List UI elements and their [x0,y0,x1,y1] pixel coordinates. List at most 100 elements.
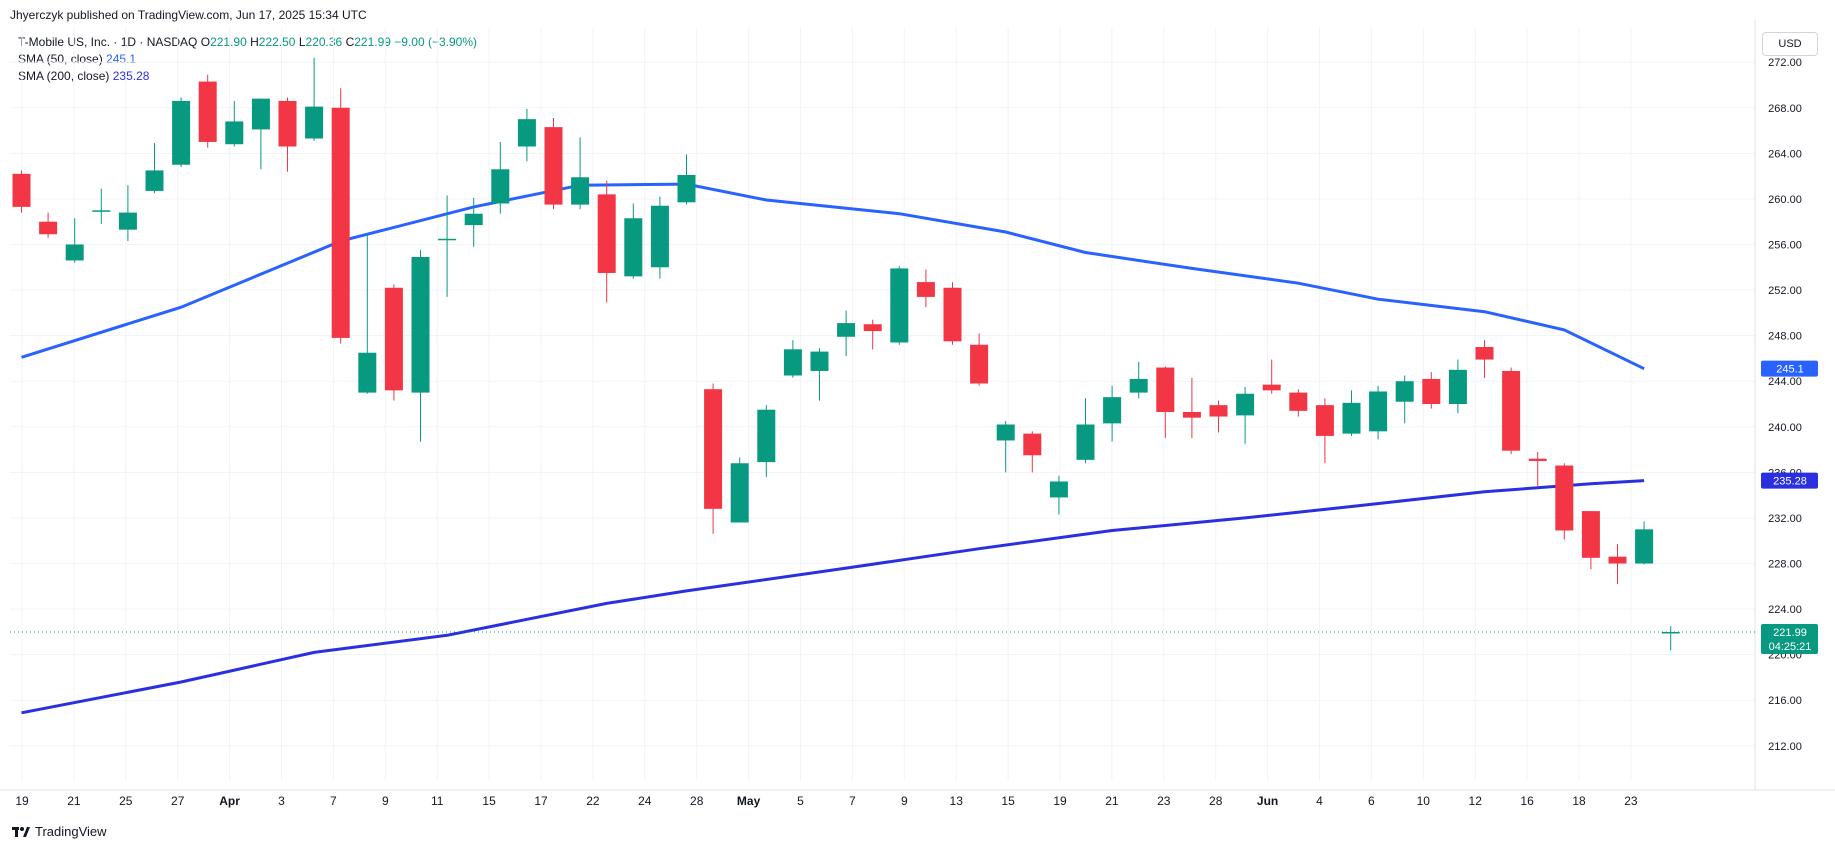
candle-body [916,282,935,297]
candle-body [597,194,616,273]
y-tick-label: 224.00 [1768,604,1802,616]
x-tick-label: 25 [119,794,133,808]
sma50-price-tag-bg [1761,360,1818,377]
candle-body [704,389,723,509]
footer-brand: TradingView [35,824,107,839]
tradingview-footer[interactable]: TradingView [12,824,107,839]
candle-body [92,210,111,212]
candle-body [1236,393,1255,416]
chart-legend: T-Mobile US, Inc. · 1D · NASDAQ O221.90 … [18,34,477,85]
candle-body [624,218,643,277]
candle-body [1422,378,1441,404]
x-tick-label: 6 [1368,794,1375,808]
x-tick-label: 9 [901,794,908,808]
x-tick-label: 17 [534,794,548,808]
y-tick-label: 216.00 [1768,695,1802,707]
y-tick-label: 252.00 [1768,285,1802,297]
candle-body [1049,481,1068,498]
candle-body [1555,465,1574,531]
x-tick-label: 10 [1417,794,1431,808]
candle-body [810,351,829,371]
x-tick-label: 23 [1624,794,1638,808]
candle-body [118,212,137,230]
candle-body [438,238,457,241]
candle-body [837,323,856,337]
last-price-tag-countdown: 04:25:21 [1769,641,1812,653]
candle-body [1661,631,1680,634]
y-tick-label: 272.00 [1768,57,1802,69]
legend-close-label: C [345,35,355,49]
candle-body [783,349,802,376]
x-tick-label: Jun [1257,794,1278,808]
sma200-price-tag-bg [1761,472,1818,489]
x-tick-label: 13 [950,794,964,808]
y-tick-label: 248.00 [1768,331,1802,343]
x-tick-label: 24 [638,794,652,808]
sma50-price-tag: 245.1 [1776,364,1804,376]
candle-body [172,100,191,165]
x-tick-label: 28 [690,794,704,808]
candle-body [198,81,217,142]
x-tick-label: 3 [278,794,285,808]
last-price-tag-bg [1761,623,1818,654]
x-tick-label: 23 [1157,794,1171,808]
tradingview-logo-icon [12,826,30,838]
x-tick-label: 12 [1469,794,1483,808]
candle-body [1289,392,1308,411]
x-tick-label: 7 [849,794,856,808]
candle-body [145,170,164,191]
candle-body [1342,402,1361,434]
y-tick-label: 228.00 [1768,559,1802,571]
candle-body [757,409,776,463]
candle-body [1475,347,1494,360]
sma200-label: SMA (200, close) [18,69,110,83]
legend-high-value: 222.50 [258,35,296,49]
y-tick-label: 268.00 [1768,103,1802,115]
sma200-price-tag: 235.28 [1773,476,1807,488]
legend-sma200-row[interactable]: SMA (200, close) 235.28 [18,68,477,85]
candle-body [278,100,297,147]
x-tick-label: 19 [15,794,29,808]
candle-body [1182,411,1201,418]
legend-open-value: 221.90 [210,35,247,49]
candle-body [943,287,962,342]
candle-body [358,352,377,393]
legend-symbol: T-Mobile US, Inc. · 1D · NASDAQ [18,35,198,49]
x-tick-label: 15 [1001,794,1015,808]
candle-body [491,169,510,204]
candle-body [1023,433,1042,456]
currency-button[interactable]: USD [1762,32,1818,56]
legend-change: −9.00 (−3.90%) [394,35,478,49]
candle-body [890,268,909,343]
candle-body [1076,424,1095,460]
candle-body [1129,378,1148,393]
candle-body [996,424,1015,441]
candle-body [1635,529,1654,564]
candle-body [1502,370,1521,451]
y-tick-label: 260.00 [1768,194,1802,206]
candle-body [1395,381,1414,402]
candle-body [1448,369,1467,404]
sma50-line [21,182,1645,371]
candle-body [544,127,563,205]
x-tick-label: Apr [219,794,240,808]
candle-body [39,221,58,235]
y-tick-label: 212.00 [1768,741,1802,753]
candle-body [12,173,31,207]
x-tick-label: 15 [482,794,496,808]
candle-body [251,98,270,130]
sma200-value: 235.28 [112,69,150,83]
candle-body [730,463,749,523]
candle-body [571,177,590,205]
candle-body [1156,367,1175,412]
candle-body [305,106,324,139]
candle-body [1369,391,1388,432]
candle-body [225,121,244,145]
x-tick-label: 28 [1209,794,1223,808]
x-tick-label: 18 [1572,794,1586,808]
y-tick-label: 256.00 [1768,239,1802,251]
y-tick-label: 244.00 [1768,376,1802,388]
candle-body [411,257,430,393]
legend-open-label: O [200,35,211,49]
